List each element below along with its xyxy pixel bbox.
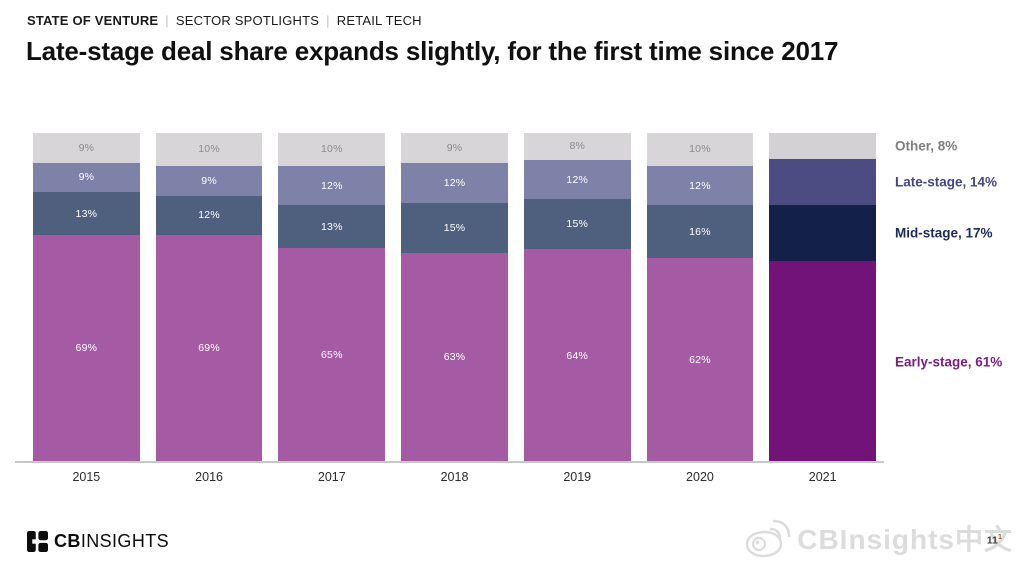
- segment-value-label: 12%: [443, 176, 466, 189]
- bar-2017: 10% 12% 13% 65%: [278, 133, 386, 462]
- segment-value-label: 69%: [75, 342, 98, 355]
- cbinsights-logo: CBINSIGHTS: [27, 531, 169, 552]
- breadcrumb-separator: |: [165, 13, 169, 28]
- breadcrumb-item-state-of-venture: STATE OF VENTURE: [27, 13, 159, 28]
- segment-value-label: 10%: [320, 143, 343, 156]
- segment-early-stage-2019: 64%: [523, 249, 631, 462]
- segment-early-stage-2020: 62%: [646, 257, 754, 462]
- segment-value-label: 12%: [566, 173, 589, 186]
- segment-value-label: 65%: [320, 349, 343, 362]
- segment-other-2019: 8%: [523, 133, 631, 160]
- segment-value-label: 9%: [78, 171, 95, 184]
- legend-item-other: Other, 8%: [895, 138, 958, 154]
- segment-value-label: 9%: [446, 141, 463, 154]
- bar-2021: [769, 133, 877, 462]
- segment-mid-stage-2020: 16%: [646, 205, 754, 258]
- legend-item-early-stage: Early-stage, 61%: [895, 354, 1003, 370]
- segment-value-label: 13%: [75, 207, 98, 220]
- page-title: Late-stage deal share expands slightly, …: [26, 36, 839, 66]
- segment-early-stage-2015: 69%: [33, 234, 140, 462]
- segment-value-label: 16%: [689, 225, 711, 238]
- bar-2018: 9% 12% 15% 63%: [401, 133, 508, 462]
- page-number: 111: [986, 532, 1002, 547]
- x-axis-line: [15, 461, 884, 463]
- x-axis-labels: 2015 2016 2017 2018 2019 2020 2021: [33, 470, 876, 484]
- chart-legend: Other, 8% Late-stage, 14% Mid-stage, 17% Ea…: [893, 133, 1023, 462]
- watermark: CBInsights中文: [741, 516, 1013, 560]
- segment-value-label: 10%: [198, 143, 220, 156]
- segment-value-label: 63%: [443, 351, 466, 364]
- breadcrumb-separator: |: [326, 13, 330, 28]
- footnote-mark: 1: [997, 532, 1002, 541]
- bar-2019: 8% 12% 15% 64%: [523, 133, 631, 462]
- segment-other-2018: 9%: [401, 133, 508, 163]
- cbinsights-logo-text: CBINSIGHTS: [54, 531, 170, 551]
- x-axis-label-2016: 2016: [195, 470, 223, 484]
- segment-value-label: 62%: [689, 353, 711, 366]
- x-axis-label-2021: 2021: [808, 470, 837, 484]
- segment-late-stage-2021: [769, 159, 877, 206]
- weibo-icon: [746, 519, 791, 558]
- segment-late-stage-2015: 9%: [33, 162, 140, 193]
- segment-value-label: 10%: [689, 143, 711, 156]
- segment-value-label: 8%: [569, 140, 586, 153]
- segment-other-2020: 10%: [646, 133, 754, 166]
- x-axis-label-2015: 2015: [72, 470, 101, 484]
- segment-late-stage-2016: 9%: [155, 165, 263, 196]
- segment-other-2021: [769, 133, 877, 160]
- segment-other-2016: 10%: [155, 133, 263, 166]
- segment-mid-stage-2017: 13%: [278, 205, 386, 249]
- segment-value-label: 13%: [320, 220, 343, 233]
- breadcrumb-item-retail-tech: RETAIL TECH: [336, 13, 422, 28]
- segment-value-label: 12%: [198, 209, 220, 222]
- x-axis-label-2019: 2019: [563, 470, 592, 484]
- legend-item-late-stage: Late-stage, 14%: [895, 174, 998, 190]
- stacked-bar-chart: 9% 9% 13% 69% 10% 9% 12% 69% 10% 12% 13% 65% 9% 12% 15…: [33, 133, 877, 462]
- segment-mid-stage-2016: 12%: [155, 195, 263, 235]
- segment-late-stage-2018: 12%: [401, 162, 508, 203]
- watermark-text: CBInsights中文: [797, 524, 1013, 555]
- x-axis-label-2020: 2020: [686, 470, 714, 484]
- segment-value-label: 9%: [201, 174, 217, 187]
- segment-mid-stage-2015: 13%: [33, 192, 140, 235]
- segment-value-label: 12%: [320, 179, 343, 192]
- breadcrumb-item-sector-spotlights: SECTOR SPOTLIGHTS: [175, 13, 320, 28]
- segment-other-2017: 10%: [278, 133, 386, 166]
- segment-early-stage-2016: 69%: [155, 234, 263, 462]
- cbinsights-logo-icon: [27, 531, 48, 552]
- segment-mid-stage-2021: [769, 205, 877, 262]
- legend-item-mid-stage: Mid-stage, 17%: [895, 225, 993, 241]
- x-axis-label-2018: 2018: [440, 470, 469, 484]
- segment-value-label: 9%: [78, 141, 95, 154]
- x-axis-label-2017: 2017: [317, 470, 346, 484]
- segment-value-label: 64%: [566, 349, 589, 362]
- segment-value-label: 15%: [566, 218, 589, 231]
- segment-value-label: 12%: [689, 179, 711, 192]
- segment-late-stage-2017: 12%: [278, 165, 386, 206]
- segment-value-label: 69%: [198, 342, 220, 355]
- segment-late-stage-2020: 12%: [646, 165, 754, 206]
- segment-late-stage-2019: 12%: [523, 159, 631, 200]
- segment-value-label: 15%: [443, 221, 466, 234]
- segment-early-stage-2021: [769, 261, 877, 462]
- breadcrumb: STATE OF VENTURE | SECTOR SPOTLIGHTS | RETAI…: [27, 13, 422, 28]
- segment-early-stage-2018: 63%: [401, 252, 508, 462]
- bar-2020: 10% 12% 16% 62%: [646, 133, 754, 462]
- segment-other-2015: 9%: [33, 133, 140, 163]
- segment-mid-stage-2019: 15%: [523, 199, 631, 250]
- bar-2015: 9% 9% 13% 69%: [33, 133, 140, 462]
- segment-early-stage-2017: 65%: [278, 248, 386, 462]
- segment-mid-stage-2018: 15%: [401, 202, 508, 253]
- bar-2016: 10% 9% 12% 69%: [155, 133, 263, 462]
